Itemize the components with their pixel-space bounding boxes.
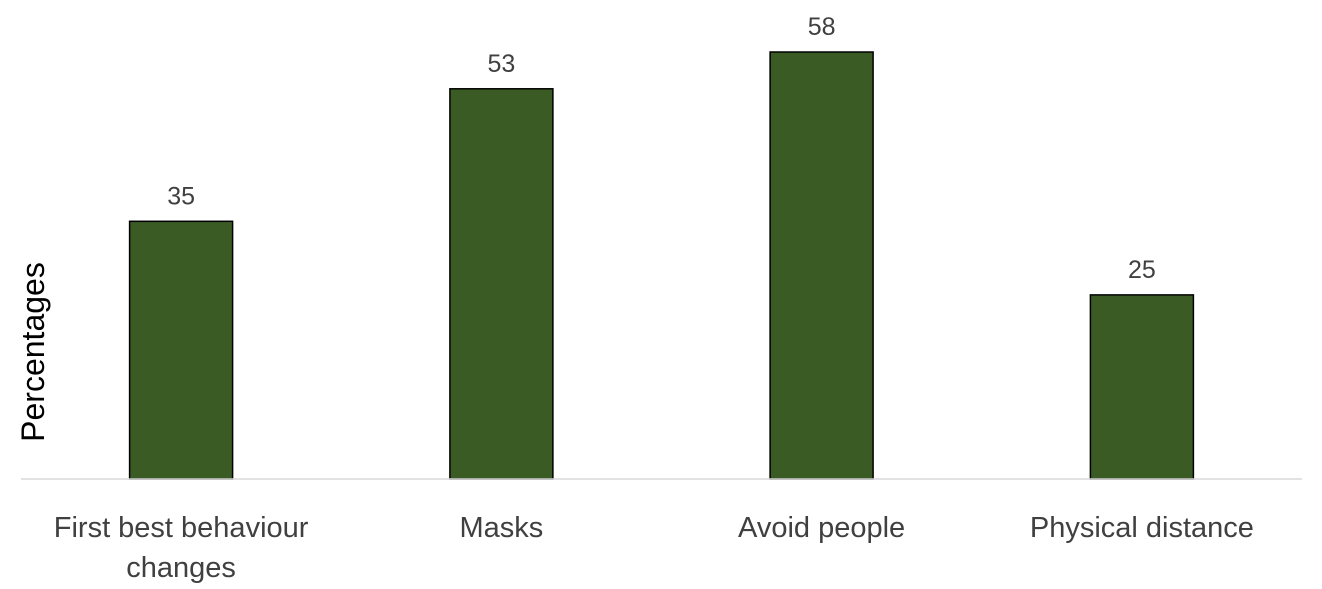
category-label-3: Physical distance xyxy=(1030,512,1254,544)
bar-2 xyxy=(769,51,874,480)
y-axis-title-group: Percentages xyxy=(15,262,51,442)
category-label-0-line-1: changes xyxy=(126,552,236,584)
category-label-3-line-0: Physical distance xyxy=(1030,512,1254,544)
category-label-2-line-0: Avoid people xyxy=(738,512,905,544)
bar-0 xyxy=(128,220,234,480)
category-label-2: Avoid people xyxy=(738,512,905,544)
category-label-0: First best behaviour changes xyxy=(54,512,309,584)
value-label-0: 35 xyxy=(167,182,195,210)
value-label-1: 53 xyxy=(487,50,515,78)
bars-group xyxy=(128,51,1195,480)
y-axis-title: Percentages xyxy=(15,262,51,442)
value-label-2: 58 xyxy=(808,13,836,41)
category-label-1: Masks xyxy=(460,512,544,544)
category-labels-group: First best behaviour changes Masks Avoid pe… xyxy=(54,512,1254,584)
bar-3 xyxy=(1089,294,1195,480)
value-labels-group: 35 53 58 25 xyxy=(167,13,1156,284)
bar-1 xyxy=(449,88,554,480)
value-label-3: 25 xyxy=(1128,256,1156,284)
category-label-0-line-0: First best behaviour xyxy=(54,512,309,544)
category-label-1-line-0: Masks xyxy=(460,512,544,544)
